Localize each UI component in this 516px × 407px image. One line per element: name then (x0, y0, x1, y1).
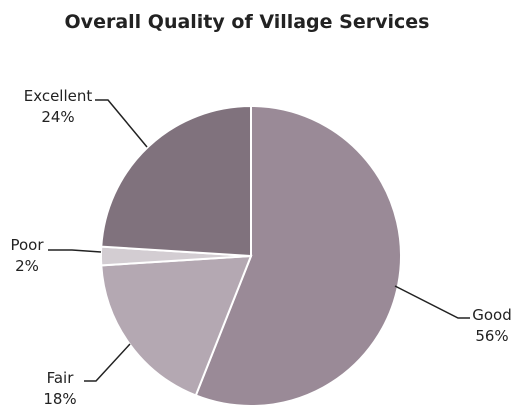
pie-slice-excellent (100, 104, 252, 258)
leader-line-fair (84, 343, 131, 382)
slice-value-fair: 18% (43, 390, 76, 407)
slice-label-good: Good (472, 306, 512, 324)
chart-title: Overall Quality of Village Services (65, 11, 430, 33)
slice-value-good: 56% (475, 327, 508, 345)
slice-value-excellent: 24% (41, 108, 74, 126)
leader-line-good (394, 285, 470, 319)
slice-label-fair: Fair (47, 369, 75, 387)
pie-slices (100, 104, 402, 407)
slice-label-poor: Poor (10, 236, 44, 254)
pie-slice-good (194, 104, 402, 407)
leader-line-poor (48, 249, 102, 253)
leader-line-excellent (95, 99, 148, 148)
slice-labels: Good 56% Fair 18% Poor 2% Excellent 24% (10, 87, 511, 407)
slice-value-poor: 2% (15, 257, 39, 275)
slice-label-excellent: Excellent (24, 87, 93, 105)
